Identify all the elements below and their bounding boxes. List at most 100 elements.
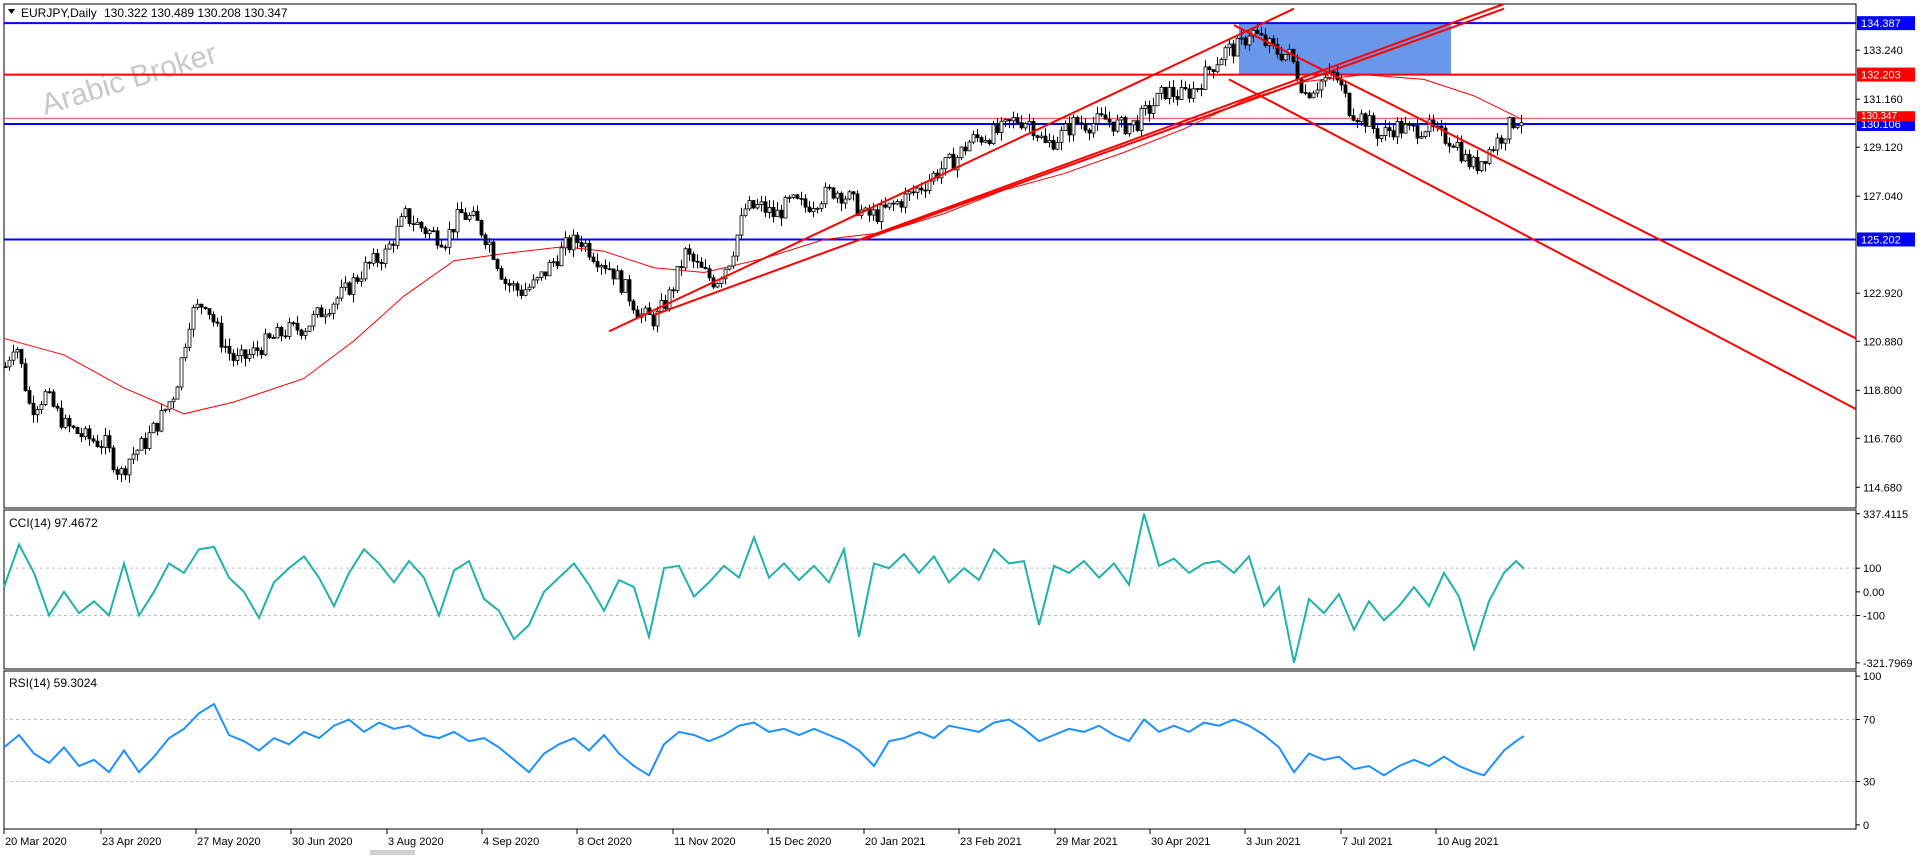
- price-axis[interactable]: 134.387 133.240 132.203 131.160 130.106 129.1…: [1856, 16, 1915, 494]
- time-tick-label: 20 Jan 2021: [865, 836, 926, 848]
- candle-body: [271, 337, 276, 339]
- candle-body: [635, 309, 640, 318]
- candle-body: [1119, 117, 1124, 121]
- candle-body: [1323, 77, 1328, 82]
- rsi-panel[interactable]: [3, 670, 1857, 830]
- candle-body: [1443, 127, 1448, 144]
- candle-body: [1135, 120, 1140, 131]
- trendline-0: [608, 7, 1295, 333]
- candle-body: [79, 433, 84, 438]
- candle-body: [475, 210, 480, 221]
- candle-body: [1403, 123, 1408, 134]
- candle-body: [55, 405, 60, 409]
- candle-body: [1275, 44, 1280, 55]
- candle-body: [1423, 131, 1428, 137]
- candle-body: [803, 198, 808, 208]
- candle-body: [1259, 33, 1264, 36]
- candle-body: [767, 207, 772, 213]
- cci-axis[interactable]: 337.4115 100 0.00 -100 -321.7969: [1856, 509, 1913, 670]
- candle-body: [811, 208, 816, 213]
- candle-body: [1499, 137, 1504, 144]
- candle-body: [1355, 119, 1360, 123]
- candle-body: [1319, 80, 1324, 91]
- candle-body: [1051, 139, 1056, 150]
- candle-body: [1347, 92, 1352, 117]
- candle-body: [927, 180, 932, 191]
- candle-body: [1391, 130, 1396, 138]
- indicator-tick-label: -321.7969: [1863, 658, 1913, 670]
- candle-body: [703, 266, 708, 270]
- candle-body: [15, 349, 20, 353]
- candle-body: [1003, 119, 1008, 122]
- candle-body: [115, 469, 120, 475]
- candle-body: [1107, 118, 1112, 123]
- candle-body: [579, 242, 584, 248]
- candle-body: [655, 310, 660, 327]
- candle-body: [627, 279, 632, 302]
- candle-body: [1167, 86, 1172, 99]
- candle-body: [955, 157, 960, 171]
- candle-body: [1343, 84, 1348, 94]
- trendline-4: [1228, 78, 1857, 410]
- candle-body: [1507, 117, 1512, 140]
- time-tick-label: 30 Apr 2021: [1151, 836, 1210, 848]
- candle-body: [799, 197, 804, 200]
- candle-body: [367, 261, 372, 264]
- candle-body: [199, 303, 204, 308]
- time-tick-label: 20 Mar 2020: [5, 836, 67, 848]
- candle-body: [1011, 117, 1016, 122]
- candle-body: [235, 355, 240, 361]
- candle-body: [947, 153, 952, 158]
- candle-body: [131, 453, 136, 460]
- candle-body: [291, 322, 296, 325]
- candle-body: [1103, 114, 1108, 120]
- candle-body: [451, 228, 456, 233]
- price-tick-label: 127.040: [1863, 191, 1903, 203]
- candle-body: [387, 243, 392, 250]
- candle-body: [1183, 87, 1188, 90]
- candle-body: [1279, 53, 1284, 61]
- candle-body: [31, 402, 36, 416]
- price-panel[interactable]: [3, 3, 1857, 509]
- chevron-down-icon[interactable]: [8, 9, 15, 14]
- candle-body: [607, 268, 612, 271]
- candle-body: [591, 256, 596, 262]
- candle-body: [1351, 115, 1356, 121]
- scrollbar-thumb[interactable]: [370, 850, 415, 855]
- cci-panel[interactable]: [3, 509, 1857, 670]
- indicator-polyline: [3, 513, 1525, 664]
- candle-body: [1067, 123, 1072, 136]
- candle-body: [911, 191, 916, 194]
- candle-body: [1315, 89, 1320, 94]
- candle-body: [195, 303, 200, 308]
- candle-body: [1495, 137, 1500, 151]
- candle-body: [171, 398, 176, 403]
- time-tick-label: 23 Feb 2021: [960, 836, 1022, 848]
- candle-body: [1219, 58, 1224, 66]
- candle-body: [327, 312, 332, 316]
- rsi-axis[interactable]: 100 70 30 0: [1856, 671, 1881, 832]
- candle-body: [815, 207, 820, 210]
- candle-body: [1439, 125, 1444, 129]
- candle-body: [1015, 117, 1020, 123]
- trendline-3: [1233, 24, 1857, 340]
- candle-body: [1375, 128, 1380, 139]
- candle-body: [919, 187, 924, 191]
- candle-body: [323, 314, 328, 318]
- candle-body: [571, 234, 576, 251]
- price-tick-label: 114.680: [1863, 482, 1902, 494]
- horizontal-levels[interactable]: [4, 22, 1856, 241]
- candle-body: [71, 425, 76, 428]
- candle-body: [1059, 130, 1064, 143]
- candle-body: [779, 209, 784, 219]
- candle-body: [1131, 120, 1136, 126]
- candle-body: [447, 228, 452, 248]
- candle-body: [943, 157, 948, 170]
- candle-body: [723, 268, 728, 280]
- indicator-tick-label: 0.00: [1863, 587, 1884, 599]
- candle-body: [1311, 92, 1316, 99]
- time-axis[interactable]: 20 Mar 2020 23 Apr 2020 27 May 2020 30 Jun …: [3, 829, 1499, 848]
- candle-body: [1515, 125, 1520, 129]
- candle-body: [603, 265, 608, 270]
- trendlines[interactable]: [608, 3, 1857, 410]
